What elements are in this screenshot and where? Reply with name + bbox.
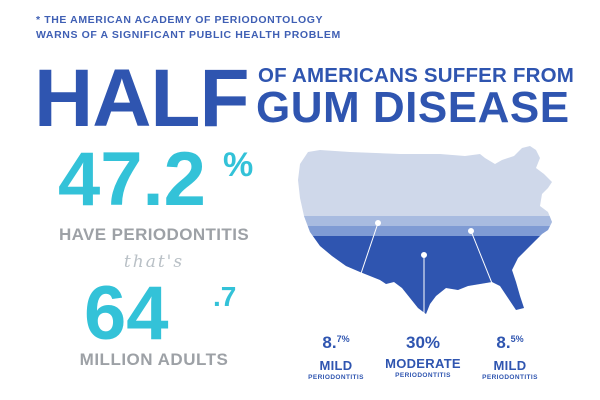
percent-value: 47.2 [58,137,206,222]
moderate-stat: 30% MODERATE PERIODONTITIS [378,334,468,380]
source-note-line1: * THE AMERICAN ACADEMY OF PERIODONTOLOGY [36,14,324,26]
moderate-percent: 30% [405,333,441,352]
pointer-dot-right [468,228,474,234]
million-adults-label: MILLION ADULTS [79,350,229,369]
mild-stat-left: 8.7% MILD PERIODONTITIS [300,334,372,382]
map-band-dark [298,236,552,314]
mild-left-percent: 8.7% [322,333,350,352]
mild-left-sublabel: PERIODONTITIS [308,374,364,381]
map-band-mid [298,226,552,236]
percent-symbol: % [223,146,254,184]
have-periodontitis-label: HAVE PERIODONTITIS [58,225,250,244]
headline-gum-disease: GUM DISEASE [256,83,570,132]
adults-value-decimal: .7 [213,281,237,312]
pointer-dot-left [375,220,381,226]
mild-right-sublabel: PERIODONTITIS [482,374,538,381]
thats-connector: that's [123,252,185,272]
mild-right-label: MILD [493,358,527,373]
moderate-sublabel: PERIODONTITIS [395,372,451,379]
map-band-light [298,216,552,226]
source-note-line2: WARNS OF A SIGNIFICANT PUBLIC HEALTH PRO… [36,29,341,41]
pointer-line-right [470,230,507,318]
moderate-label: MODERATE [385,356,461,371]
source-note: * THE AMERICAN ACADEMY OF PERIODONTOLOGY… [36,13,456,43]
us-map [298,146,552,318]
headline-half: HALF [34,53,250,144]
mild-left-label: MILD [319,358,353,373]
adults-value: 64 [84,271,169,356]
mild-right-percent: 8.5% [496,333,524,352]
mild-stat-right: 8.5% MILD PERIODONTITIS [474,334,546,382]
pointer-line-left [345,222,379,318]
headline-subtitle: OF AMERICANS SUFFER FROM [258,64,575,87]
pointer-dot-mid [421,252,427,258]
